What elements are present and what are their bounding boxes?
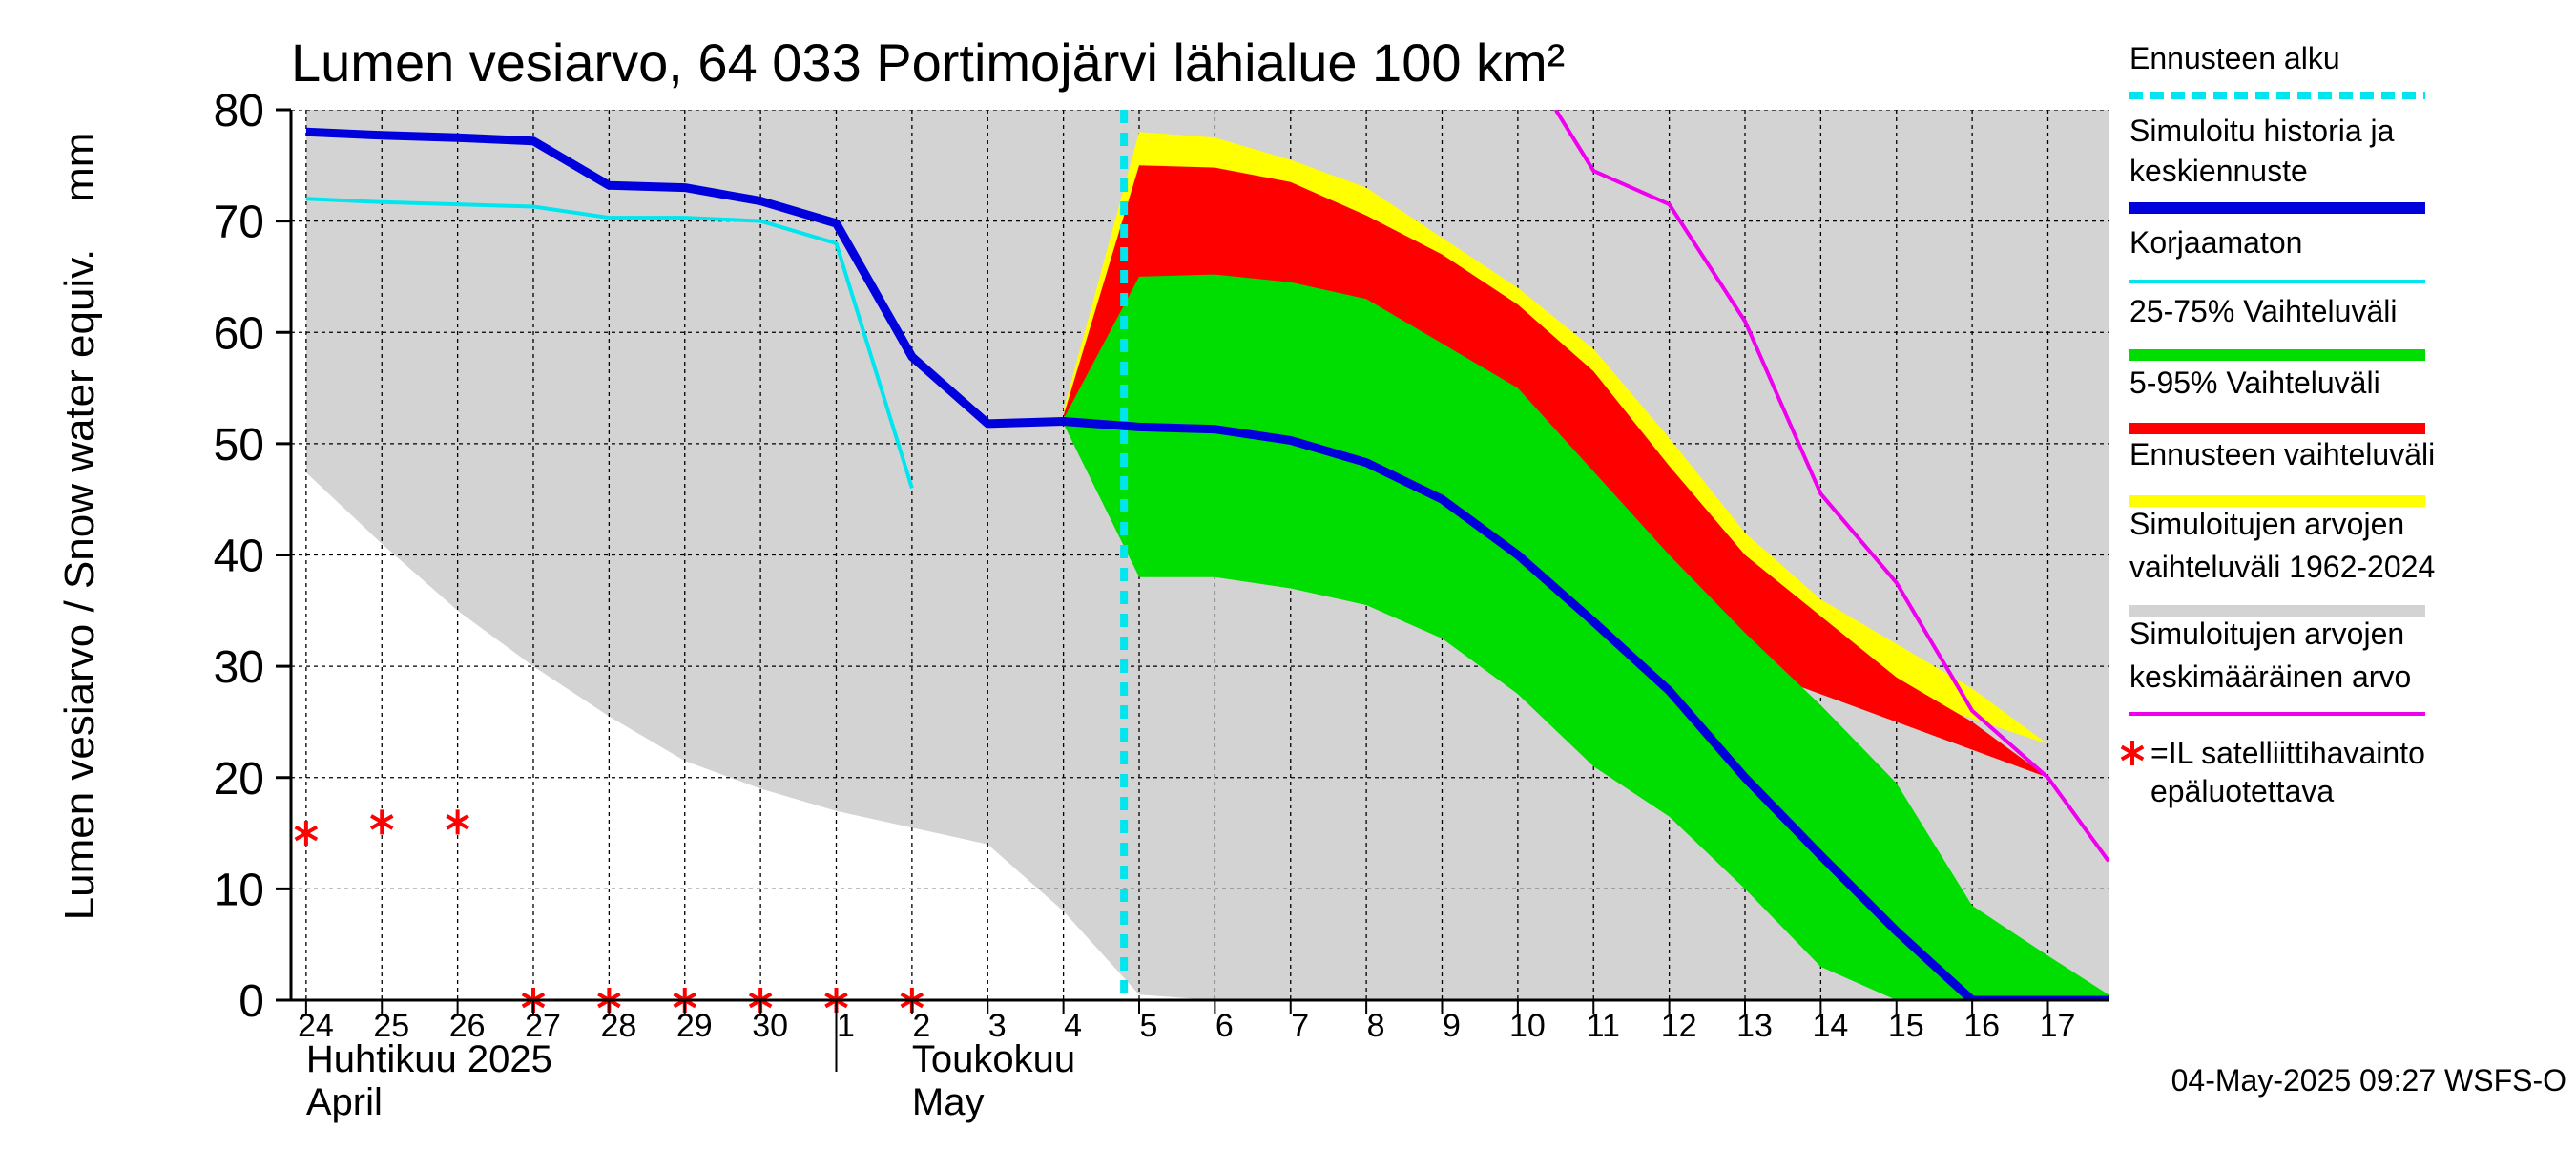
legend-item: Korjaamaton [2129, 225, 2425, 283]
legend-item: 25-75% Vaihteluväli [2129, 294, 2425, 361]
y-tick-label: 80 [214, 86, 264, 136]
satellite-point [446, 809, 469, 835]
legend-item: 5-95% Vaihteluväli [2129, 366, 2425, 434]
x-tick-label: 25 [373, 1008, 409, 1044]
x-tick-label: 7 [1291, 1008, 1309, 1044]
band-25-75-area [1063, 274, 2109, 1000]
x-tick-label: 13 [1736, 1008, 1773, 1044]
legend-label: Simuloitujen arvojen [2129, 507, 2404, 541]
satellite-point [294, 821, 319, 847]
legend-item: Simuloitujen arvojen vaihteluväli 1962-20… [2129, 507, 2435, 617]
y-tick-label: 50 [214, 420, 264, 470]
x-tick-label: 5 [1140, 1008, 1158, 1044]
y-tick-label: 20 [214, 754, 264, 805]
legend-label: Simuloitujen arvojen [2129, 617, 2404, 651]
footer-timestamp: 04-May-2025 09:27 WSFS-O [2171, 1063, 2566, 1098]
y-tick-label: 40 [214, 532, 264, 582]
x-tick-label: 24 [298, 1008, 334, 1044]
x-tick-label: 17 [2040, 1008, 2076, 1044]
legend-label: Korjaamaton [2129, 225, 2302, 260]
legend-label: 25-75% Vaihteluväli [2129, 294, 2397, 328]
month-label-primary: Huhtikuu 2025 [306, 1038, 552, 1080]
x-tick-label: 16 [1963, 1008, 2000, 1044]
x-tick-label: 1 [837, 1008, 855, 1044]
x-tick-label: 11 [1587, 1008, 1620, 1044]
legend-label: Simuloitu historia ja [2129, 114, 2395, 148]
legend-label: 5-95% Vaihteluväli [2129, 366, 2380, 400]
legend-label: =IL satelliittihavainto [2150, 736, 2425, 770]
legend-label: Ennusteen alku [2129, 41, 2340, 75]
legend-star-icon [2120, 741, 2145, 765]
x-tick-label: 30 [752, 1008, 788, 1044]
mean-line [1553, 110, 2109, 863]
x-tick-label: 29 [676, 1008, 713, 1044]
x-tick-label: 9 [1443, 1008, 1461, 1044]
month-label-primary: Toukokuu [912, 1038, 1075, 1080]
uncorrected-line [305, 197, 914, 490]
legend-item: Ennusteen alku [2129, 41, 2425, 99]
satellite-point [369, 809, 394, 835]
legend: Ennusteen alku Simuloitu historia ja keski… [2120, 41, 2435, 808]
x-tick-label: 10 [1509, 1008, 1546, 1044]
median-line [305, 127, 2109, 1000]
plot-area [291, 110, 2109, 1000]
legend-item: Simuloitu historia ja keskiennuste [2129, 114, 2425, 214]
y-tick-label: 10 [214, 865, 264, 915]
y-axis-label: Lumen vesiarvo / Snow water equiv. mm [56, 133, 103, 921]
x-tick-label: 2 [912, 1008, 930, 1044]
x-tick-label: 27 [525, 1008, 561, 1044]
y-tick-label: 70 [214, 198, 264, 248]
month-label-secondary: May [912, 1081, 985, 1123]
month-label-secondary: April [306, 1081, 383, 1123]
legend-item: Ennusteen vaihteluväli [2129, 437, 2435, 507]
legend-label: epäluotettava [2150, 774, 2334, 808]
legend-item: =IL satelliittihavainto epäluotettava [2120, 736, 2425, 808]
x-tick-label: 3 [988, 1008, 1007, 1044]
legend-label: keskiennuste [2129, 154, 2308, 188]
chart-title: Lumen vesiarvo, 64 033 Portimojärvi lähi… [291, 32, 1565, 93]
x-tick-label: 4 [1064, 1008, 1082, 1044]
legend-item: Simuloitujen arvojen keskimääräinen arvo [2129, 617, 2425, 716]
y-tick-label: 0 [239, 976, 264, 1027]
x-tick-label: 14 [1812, 1008, 1848, 1044]
legend-label: keskimääräinen arvo [2129, 659, 2411, 694]
x-tick-label: 12 [1661, 1008, 1697, 1044]
x-tick-label: 6 [1215, 1008, 1234, 1044]
x-tick-label: 15 [1888, 1008, 1924, 1044]
legend-label: vaihteluväli 1962-2024 [2129, 550, 2435, 584]
legend-label: Ennusteen vaihteluväli [2129, 437, 2435, 471]
x-tick-label: 8 [1367, 1008, 1385, 1044]
x-tick-label: 28 [600, 1008, 636, 1044]
y-tick-label: 30 [214, 642, 264, 693]
y-tick-label: 60 [214, 308, 264, 359]
x-tick-label: 26 [449, 1008, 486, 1044]
